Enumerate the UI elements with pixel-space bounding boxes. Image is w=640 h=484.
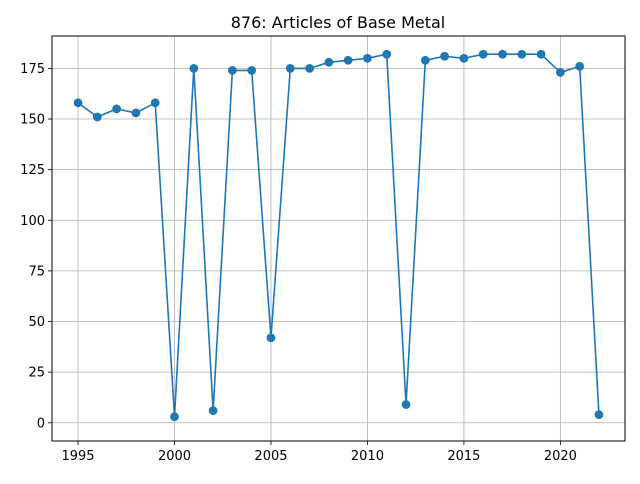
- axis-ticks: 1995 2000 2005 2010 2015 2020 0 25 50 75 100 125 150…: [20, 62, 577, 464]
- y-tick-label: 125: [20, 163, 45, 178]
- data-point: [382, 49, 392, 59]
- data-point: [208, 406, 218, 416]
- y-tick-label: 150: [20, 113, 45, 128]
- x-tick-label: 2015: [447, 449, 480, 464]
- data-point: [266, 333, 276, 343]
- chart-title: 876: Articles of Base Metal: [231, 13, 446, 32]
- data-point: [594, 410, 604, 420]
- series-line: [77, 53, 600, 418]
- plot-frame: [51, 35, 626, 442]
- data-point: [478, 49, 488, 59]
- data-point: [536, 49, 546, 59]
- x-tick-label: 2005: [254, 449, 287, 464]
- data-point: [285, 64, 295, 73]
- data-point: [575, 61, 585, 71]
- data-point: [227, 66, 237, 75]
- x-tick-label: 1995: [61, 449, 94, 464]
- data-point: [343, 55, 353, 65]
- data-point: [555, 68, 565, 77]
- y-tick-label: 0: [37, 416, 45, 431]
- data-point: [498, 49, 507, 59]
- x-tick-label: 2020: [544, 449, 577, 464]
- grid-lines: [52, 36, 625, 441]
- data-point: [305, 64, 314, 73]
- x-tick-label: 2010: [351, 449, 384, 464]
- data-point: [459, 53, 469, 63]
- data-point: [150, 98, 160, 108]
- y-tick-label: 50: [28, 315, 45, 330]
- data-point: [247, 66, 257, 75]
- data-point: [401, 400, 411, 409]
- series-layer: [73, 49, 604, 422]
- y-tick-label: 175: [20, 62, 45, 77]
- y-tick-label: 75: [28, 264, 45, 279]
- data-point: [73, 98, 83, 108]
- y-tick-label: 25: [28, 366, 45, 381]
- data-point: [324, 57, 334, 67]
- data-point: [112, 104, 122, 114]
- data-point: [517, 49, 527, 59]
- data-point: [420, 55, 430, 65]
- data-point: [440, 51, 450, 61]
- y-tick-label: 100: [20, 214, 45, 229]
- data-point: [170, 412, 179, 422]
- data-point: [131, 108, 141, 118]
- data-point: [189, 64, 199, 73]
- x-tick-label: 2000: [158, 449, 191, 464]
- data-point: [363, 53, 372, 63]
- data-point: [92, 112, 102, 122]
